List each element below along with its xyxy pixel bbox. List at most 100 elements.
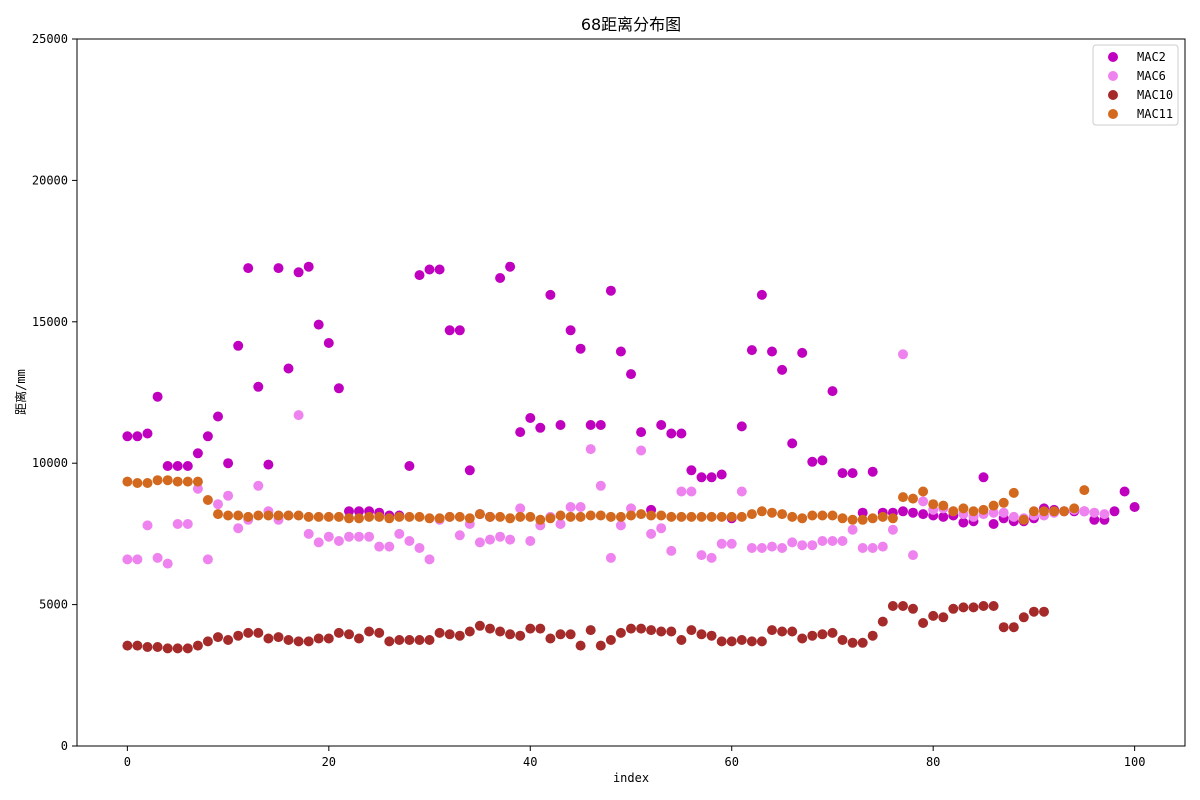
data-point-mac10 [978,601,989,611]
data-point-mac10 [807,630,818,641]
data-point-mac10 [857,637,868,648]
data-point-mac2 [827,386,838,397]
data-point-mac11 [182,476,193,487]
data-point-mac2 [626,369,636,380]
data-point-mac6 [364,531,375,542]
x-tick-label: 100 [1124,755,1146,769]
data-point-mac11 [1018,514,1029,525]
data-point-mac10 [223,635,234,645]
data-point-mac6 [575,502,586,512]
data-point-mac2 [595,420,606,430]
data-point-mac6 [706,552,717,563]
data-point-mac6 [404,536,415,546]
data-point-mac10 [323,633,334,644]
data-point-mac6 [1089,507,1100,518]
y-tick-label: 5000 [39,598,68,612]
data-point-mac11 [434,513,445,524]
data-point-mac10 [354,633,364,644]
data-point-mac11 [485,511,495,522]
data-point-mac11 [585,510,596,521]
data-point-mac2 [233,340,244,351]
data-point-mac10 [404,635,415,645]
data-point-mac2 [344,506,354,517]
data-point-mac10 [767,625,777,636]
data-point-mac11 [827,510,838,521]
data-point-mac2 [615,346,626,357]
data-point-mac10 [958,602,969,613]
data-point-mac6 [867,543,878,553]
y-axis: 0 5000 10000 15000 20000 25000 [32,32,77,753]
data-point-mac11 [887,513,898,524]
data-point-mac11 [474,509,485,520]
data-point-mac2 [918,509,929,520]
data-point-mac6 [213,499,223,510]
data-point-mac11 [293,510,304,521]
data-point-mac10 [948,603,959,614]
data-point-mac6 [152,552,163,563]
legend-label-mac11: MAC11 [1137,107,1173,121]
data-point-mac10 [1039,606,1049,617]
data-point-mac11 [847,514,858,525]
data-point-mac11 [253,510,264,521]
data-point-mac6 [696,550,707,561]
data-point-mac11 [444,511,455,522]
data-point-mac11 [746,509,757,520]
data-point-mac6 [344,531,354,542]
data-point-mac6 [505,534,516,545]
data-point-mac2 [686,465,697,476]
data-point-mac11 [918,486,929,497]
x-tick-label: 20 [322,755,336,769]
data-point-mac10 [283,635,294,645]
data-point-mac6 [303,528,314,539]
legend-label-mac10: MAC10 [1137,88,1173,102]
legend-marker-mac2 [1108,52,1118,62]
data-point-mac2 [454,325,465,336]
data-point-mac2 [837,468,848,479]
data-point-mac6 [525,536,536,546]
data-point-mac6 [615,520,626,531]
data-point-mac11 [575,511,586,522]
data-point-mac10 [615,627,626,638]
data-point-mac10 [263,633,274,644]
data-point-mac11 [706,511,717,522]
data-point-mac6 [626,503,636,514]
data-point-mac6 [474,537,485,548]
x-axis: 0 20 40 60 80 100 [124,746,1146,769]
data-point-mac11 [807,510,818,521]
data-point-mac2 [404,461,415,471]
data-point-mac10 [585,625,596,636]
data-point-mac10 [837,635,848,645]
plot-frame [76,38,1186,747]
data-point-mac2 [656,420,667,430]
data-point-mac2 [988,519,999,529]
data-point-mac6 [1079,506,1090,517]
data-point-mac6 [182,519,193,529]
data-point-mac6 [565,502,576,512]
data-point-mac10 [746,636,757,647]
data-point-mac2 [555,420,566,430]
data-point-mac11 [344,513,354,524]
data-point-mac10 [988,601,999,611]
data-point-mac10 [374,627,385,638]
data-point-mac11 [233,510,244,521]
data-point-mac10 [998,622,1009,633]
data-point-mac2 [676,428,687,439]
data-point-mac2 [142,428,153,439]
data-point-mac11 [374,511,385,522]
data-point-mac6 [605,552,616,563]
data-point-mac11 [626,510,636,521]
data-point-mac6 [595,480,606,491]
data-point-mac11 [998,497,1009,508]
data-point-mac11 [1039,506,1049,517]
data-point-mac6 [988,507,999,518]
data-point-mac10 [434,627,445,638]
data-point-mac10 [646,625,657,636]
data-point-mac10 [626,623,636,634]
data-point-mac11 [787,511,798,522]
data-point-mac6 [414,543,425,553]
data-point-mac10 [968,602,979,613]
data-point-mac11 [958,503,969,514]
data-point-mac2 [797,347,808,358]
data-point-mac6 [293,410,304,421]
